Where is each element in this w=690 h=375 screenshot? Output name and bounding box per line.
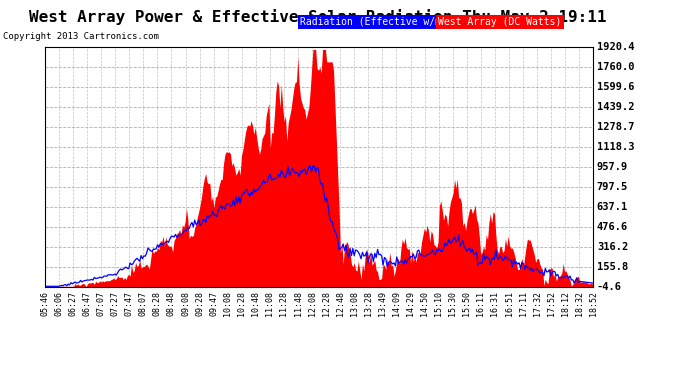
Text: 13:28: 13:28 — [364, 291, 373, 316]
Text: 11:08: 11:08 — [266, 291, 275, 316]
Text: 09:08: 09:08 — [181, 291, 190, 316]
Text: 11:28: 11:28 — [279, 291, 288, 316]
Text: 14:50: 14:50 — [420, 291, 429, 316]
Text: 12:48: 12:48 — [336, 291, 345, 316]
Text: 07:07: 07:07 — [97, 291, 106, 316]
Text: 10:08: 10:08 — [223, 291, 233, 316]
Text: 10:28: 10:28 — [237, 291, 246, 316]
Text: 1278.7: 1278.7 — [597, 122, 634, 132]
Text: 08:48: 08:48 — [167, 291, 176, 316]
Text: 637.1: 637.1 — [597, 202, 628, 212]
Text: 15:10: 15:10 — [434, 291, 443, 316]
Text: 06:06: 06:06 — [55, 291, 63, 316]
Text: 1920.4: 1920.4 — [597, 42, 634, 52]
Text: 06:27: 06:27 — [68, 291, 77, 316]
Text: 10:48: 10:48 — [251, 291, 260, 316]
Text: 07:47: 07:47 — [125, 291, 134, 316]
Text: West Array (DC Watts): West Array (DC Watts) — [438, 17, 562, 27]
Text: 11:48: 11:48 — [293, 291, 302, 316]
Text: 15:30: 15:30 — [448, 291, 457, 316]
Text: 14:09: 14:09 — [392, 291, 401, 316]
Text: 06:47: 06:47 — [83, 291, 92, 316]
Text: 15:50: 15:50 — [462, 291, 471, 316]
Text: 1439.2: 1439.2 — [597, 102, 634, 112]
Text: 17:32: 17:32 — [533, 291, 542, 316]
Text: 13:49: 13:49 — [378, 291, 387, 316]
Text: 18:32: 18:32 — [575, 291, 584, 316]
Text: 12:08: 12:08 — [308, 291, 317, 316]
Text: 797.5: 797.5 — [597, 182, 628, 192]
Text: 16:11: 16:11 — [476, 291, 485, 316]
Text: Copyright 2013 Cartronics.com: Copyright 2013 Cartronics.com — [3, 32, 159, 41]
Text: 476.6: 476.6 — [597, 222, 628, 232]
Text: 18:52: 18:52 — [589, 291, 598, 316]
Text: 05:46: 05:46 — [40, 291, 50, 316]
Text: 1599.6: 1599.6 — [597, 82, 634, 92]
Text: 316.2: 316.2 — [597, 242, 628, 252]
Text: 17:52: 17:52 — [546, 291, 555, 316]
Text: 16:31: 16:31 — [491, 291, 500, 316]
Text: 1118.3: 1118.3 — [597, 142, 634, 152]
Text: 1760.0: 1760.0 — [597, 62, 634, 72]
Text: 09:28: 09:28 — [195, 291, 204, 316]
Text: Radiation (Effective w/m2): Radiation (Effective w/m2) — [300, 17, 453, 27]
Text: 07:27: 07:27 — [110, 291, 119, 316]
Text: 16:51: 16:51 — [504, 291, 513, 316]
Text: 08:07: 08:07 — [139, 291, 148, 316]
Text: 09:47: 09:47 — [209, 291, 218, 316]
Text: 13:08: 13:08 — [350, 291, 359, 316]
Text: 12:28: 12:28 — [322, 291, 331, 316]
Text: 08:28: 08:28 — [153, 291, 162, 316]
Text: 14:29: 14:29 — [406, 291, 415, 316]
Text: 155.8: 155.8 — [597, 262, 628, 272]
Text: 17:11: 17:11 — [519, 291, 528, 316]
Text: -4.6: -4.6 — [597, 282, 622, 292]
Text: 18:12: 18:12 — [561, 291, 570, 316]
Text: West Array Power & Effective Solar Radiation Thu May 2 19:11: West Array Power & Effective Solar Radia… — [29, 9, 606, 26]
Text: 957.9: 957.9 — [597, 162, 628, 172]
